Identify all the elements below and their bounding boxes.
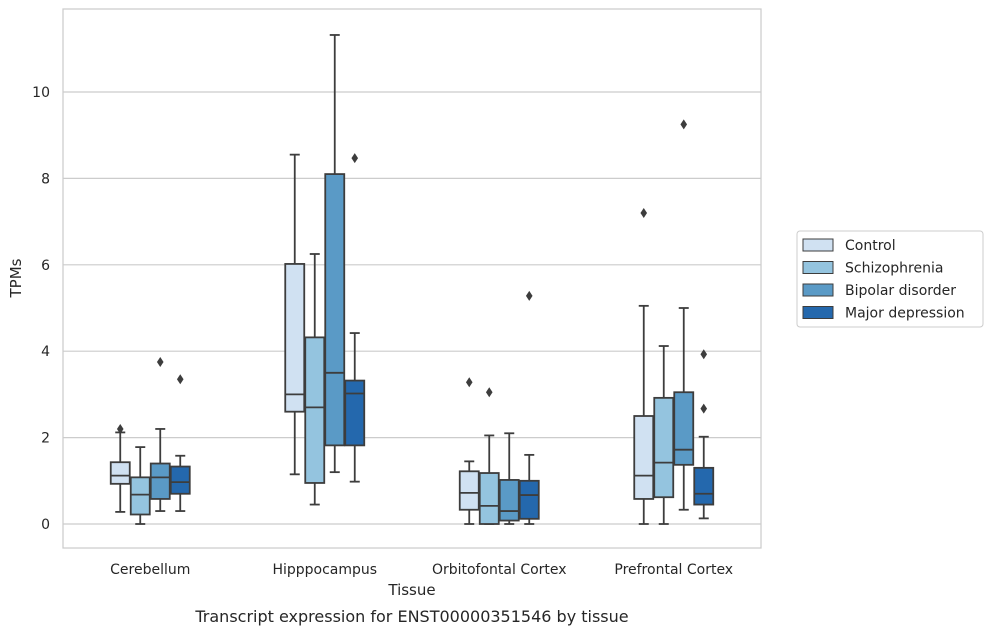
legend-label-2: Bipolar disorder [845, 283, 956, 299]
box-body [478, 472, 500, 525]
outlier-point-0 [680, 119, 688, 130]
box-3-2 [518, 290, 540, 525]
outlier-point-0 [640, 207, 648, 218]
outlier-point-0 [156, 357, 164, 367]
legend: Control Schizophrenia Bipolar disorder Majo… [796, 230, 984, 328]
y-tick-labels: 0 2 4 6 8 10 [32, 85, 50, 533]
y-tick-label-3: 6 [41, 258, 50, 274]
outlier-point-0 [465, 377, 473, 388]
outlier-point-0 [700, 403, 708, 414]
x-tick-label-1: Hipppocampus [272, 562, 377, 578]
x-tick-labels: Cerebellum Hipppocampus Orbitofontal Corte… [110, 562, 733, 578]
legend-swatch-2 [802, 283, 834, 297]
box-body [109, 461, 131, 485]
box-body [129, 476, 151, 516]
outlier-point-0 [525, 290, 533, 301]
y-tick-label-1: 2 [41, 431, 50, 447]
y-tick-label-0: 0 [41, 517, 50, 533]
y-tick-label-4: 8 [41, 171, 50, 187]
box-2-0 [149, 357, 171, 512]
box-body [284, 263, 306, 413]
outlier-point-0 [176, 374, 184, 385]
box-2-1 [324, 34, 346, 474]
box-0-1 [284, 153, 306, 476]
box-1-3 [653, 345, 675, 525]
box-0-0 [109, 423, 131, 513]
box-1-0 [129, 446, 151, 525]
box-body [344, 379, 366, 447]
legend-label-0: Control [845, 238, 896, 254]
x-tick-label-3: Prefrontal Cortex [614, 562, 733, 578]
box-body [633, 415, 655, 500]
box-body [693, 466, 715, 506]
box-groups [109, 34, 715, 525]
y-tick-label-2: 4 [41, 344, 50, 360]
outlier-point-0 [351, 153, 359, 164]
box-3-3 [693, 349, 715, 520]
outlier-point-1 [700, 349, 708, 360]
box-0-3 [633, 207, 655, 525]
outlier-point-0 [485, 387, 493, 398]
box-body [324, 173, 346, 447]
box-2-2 [498, 432, 520, 525]
legend-swatch-3 [802, 306, 834, 319]
box-body [653, 396, 675, 499]
legend-label-1: Schizophrenia [845, 261, 943, 277]
legend-swatch-0 [802, 238, 834, 252]
x-axis-label: Tissue [387, 581, 435, 599]
legend-label-3: Major depression [845, 306, 965, 322]
box-body [149, 462, 171, 500]
box-1-1 [304, 253, 326, 506]
box-body [458, 470, 480, 511]
chart-title: Transcript expression for ENST0000035154… [194, 607, 628, 626]
box-1-2 [478, 387, 500, 525]
box-body [673, 391, 695, 466]
box-3-0 [169, 374, 191, 512]
legend-frame [796, 230, 984, 328]
x-tick-label-0: Cerebellum [110, 562, 190, 578]
x-tick-label-2: Orbitofontal Cortex [432, 562, 567, 578]
outlier-point-0 [116, 423, 124, 434]
box-2-3 [673, 119, 695, 511]
box-body [304, 336, 326, 484]
legend-swatch-1 [802, 261, 834, 274]
box-body [518, 479, 540, 520]
box-3-1 [344, 153, 366, 483]
box-body [169, 465, 191, 495]
box-0-2 [458, 377, 480, 525]
box-body [498, 479, 520, 522]
plot-frame [62, 8, 762, 549]
y-axis-label: TPMs [7, 258, 25, 298]
y-tick-label-5: 10 [32, 85, 50, 101]
